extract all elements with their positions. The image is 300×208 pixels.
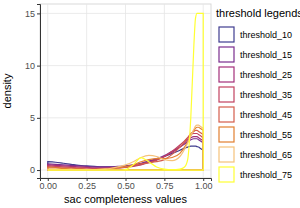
tick: 0.75 bbox=[156, 178, 174, 191]
grid-line bbox=[47, 4, 48, 178]
legend-label: threshold_35 bbox=[240, 90, 292, 100]
tick: 0.00 bbox=[40, 178, 58, 191]
tick-label: 0.75 bbox=[156, 181, 174, 191]
x-axis-title: sac completeness values bbox=[64, 193, 187, 205]
tick-label: 1.00 bbox=[195, 181, 213, 191]
grid-line bbox=[40, 13, 211, 14]
tick: 1.00 bbox=[195, 178, 213, 191]
x-axis: 0.00 0.25 0.50 0.75 1.00 bbox=[40, 178, 213, 191]
legend-label: threshold_25 bbox=[240, 70, 292, 80]
legend-label: threshold_65 bbox=[240, 150, 292, 160]
tick: 5 bbox=[30, 113, 40, 123]
axis-line bbox=[37, 5, 41, 179]
legend-key bbox=[219, 167, 234, 182]
density-curve bbox=[48, 130, 203, 170]
legend-key bbox=[219, 147, 234, 162]
chart: 0.00 0.25 0.50 0.75 1.00 0 5 10 15 sac completene… bbox=[0, 0, 300, 208]
tick-label: 0.50 bbox=[117, 181, 135, 191]
y-axis-title: density bbox=[1, 73, 13, 108]
legend-label: threshold_45 bbox=[240, 110, 292, 120]
density-curve bbox=[48, 125, 203, 170]
grid bbox=[40, 4, 211, 178]
legend-key bbox=[219, 67, 234, 82]
grid-line bbox=[40, 65, 211, 66]
legend-label: threshold_15 bbox=[240, 50, 292, 60]
grid-line bbox=[125, 4, 126, 178]
tick: 0.50 bbox=[117, 178, 135, 191]
y-axis: 0 5 10 15 bbox=[25, 5, 41, 179]
legend-key bbox=[219, 47, 234, 62]
tick-label: 0.00 bbox=[40, 181, 58, 191]
grid-line bbox=[164, 4, 165, 178]
tick-mark bbox=[37, 118, 40, 119]
tick-mark bbox=[37, 170, 40, 171]
tick-label: 15 bbox=[25, 9, 35, 19]
tick-label: 0 bbox=[30, 165, 35, 175]
tick: 15 bbox=[25, 9, 40, 19]
tick-label: 0.25 bbox=[78, 181, 96, 191]
density-curve bbox=[48, 13, 203, 170]
legend-key bbox=[219, 87, 234, 102]
grid-line bbox=[40, 117, 211, 118]
legend-title: threshold legends bbox=[216, 7, 300, 19]
tick-label: 10 bbox=[25, 61, 35, 71]
legend-key bbox=[219, 27, 234, 42]
density-curve bbox=[48, 127, 203, 170]
plot-frame bbox=[40, 4, 211, 178]
legend-label: threshold_55 bbox=[240, 130, 292, 140]
legend-label: threshold_10 bbox=[240, 30, 292, 40]
legend-label: threshold_75 bbox=[240, 170, 292, 180]
tick-label: 5 bbox=[30, 113, 35, 123]
grid-line bbox=[86, 4, 87, 178]
tick: 0 bbox=[30, 165, 40, 175]
tick: 10 bbox=[25, 61, 40, 71]
legend: threshold legends threshold_10 threshold_1… bbox=[216, 7, 300, 182]
legend-key bbox=[219, 107, 234, 122]
tick-mark bbox=[37, 13, 40, 14]
tick-mark bbox=[37, 66, 40, 67]
tick: 0.25 bbox=[78, 178, 96, 191]
series-group bbox=[48, 13, 203, 170]
legend-key bbox=[219, 127, 234, 142]
